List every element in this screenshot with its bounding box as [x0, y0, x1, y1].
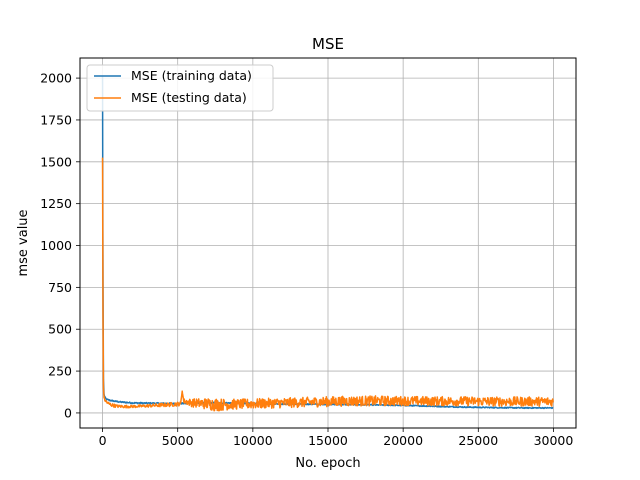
x-tick-label: 5000	[162, 433, 194, 448]
y-tick-label: 2000	[40, 71, 72, 86]
legend: MSE (training data) MSE (testing data)	[86, 64, 274, 112]
x-tick-label: 20000	[383, 433, 423, 448]
y-tick-label: 1250	[40, 196, 72, 211]
x-tick-label: 0	[99, 433, 107, 448]
legend-label-training: MSE (training data)	[131, 68, 252, 83]
y-tick-label: 750	[48, 280, 72, 295]
y-axis: 0 250 500 750 1000 1250 1500 1750 2000	[40, 71, 80, 420]
grid	[80, 58, 576, 428]
y-tick-label: 250	[48, 364, 72, 379]
y-tick-label: 0	[64, 405, 72, 420]
y-tick-label: 500	[48, 322, 72, 337]
x-axis: 0 5000 10000 15000 20000 25000 30000	[99, 428, 574, 448]
x-axis-label: No. epoch	[295, 456, 360, 471]
legend-box	[86, 64, 274, 112]
y-tick-label: 1750	[40, 112, 72, 127]
legend-label-testing: MSE (testing data)	[131, 90, 247, 105]
x-tick-label: 25000	[458, 433, 498, 448]
y-tick-label: 1500	[40, 154, 72, 169]
y-tick-label: 1000	[40, 238, 72, 253]
x-tick-label: 15000	[308, 433, 348, 448]
y-axis-label: mse value	[16, 209, 31, 276]
x-tick-label: 10000	[233, 433, 273, 448]
series-line-1	[101, 157, 554, 412]
plot-lines	[101, 76, 554, 412]
chart-title: MSE	[312, 35, 344, 53]
x-tick-label: 30000	[534, 433, 574, 448]
